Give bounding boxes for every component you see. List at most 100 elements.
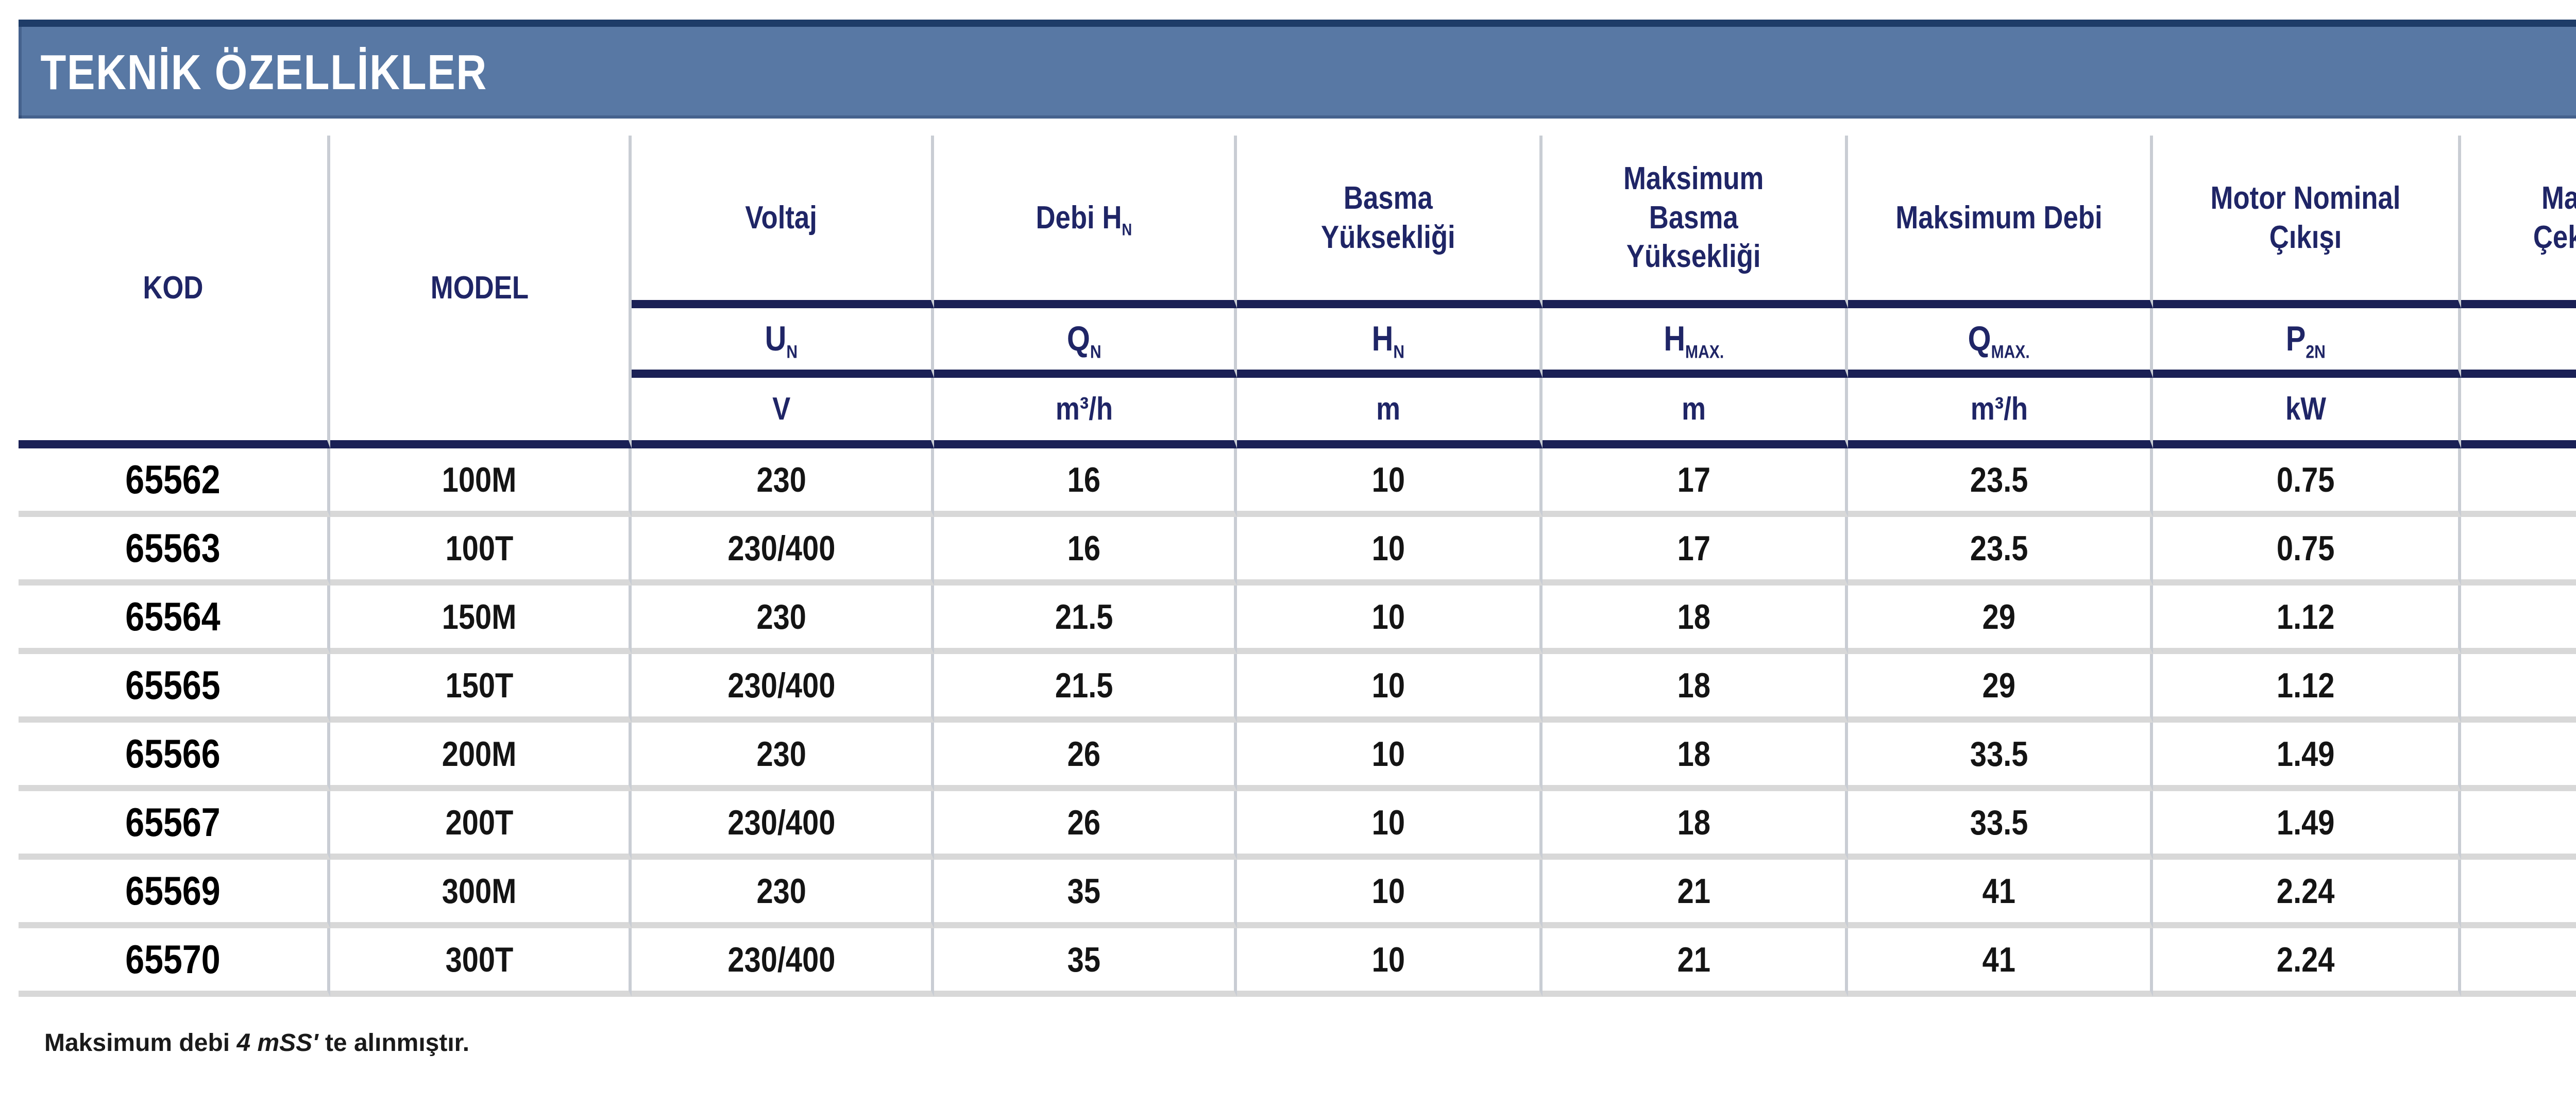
data-cell: 230: [632, 586, 934, 654]
data-cell-kod: 65567: [19, 791, 330, 860]
unit-m: m: [1237, 378, 1543, 448]
unit-kw: kW: [2153, 378, 2461, 448]
data-cell: 21.5: [934, 654, 1237, 723]
data-cell: 230/400: [632, 654, 934, 723]
data-cell: 10: [1237, 860, 1543, 928]
data-cell: 10: [1237, 928, 1543, 997]
data-cell: 10: [1237, 448, 1543, 517]
data-cell: 41: [1848, 928, 2153, 997]
symbol-qmax: QMAX.: [1848, 308, 2153, 378]
data-cell-model: 300M: [330, 860, 632, 928]
col-header-maksimum-debi: Maksimum Debi: [1848, 136, 2153, 308]
table-body: 65562 100M 230 16 10 17 23.5 0.75 0.98 D…: [19, 448, 2576, 997]
unit-m3h: m³/h: [1848, 378, 2153, 448]
footnote: Maksimum debi 4 mSS' te alınmıştır.: [44, 1029, 469, 1057]
col-header-basma-yuksekligi: Basma Yüksekliği: [1237, 136, 1543, 308]
data-cell: 21.5: [934, 586, 1237, 654]
data-cell: 35: [934, 928, 1237, 997]
data-cell: 1.49: [2153, 723, 2461, 791]
data-cell: 17: [1543, 517, 1848, 586]
data-cell: 1.49: [2153, 791, 2461, 860]
data-cell: 230: [632, 723, 934, 791]
data-cell: 10: [1237, 791, 1543, 860]
data-cell: 0.75: [2153, 517, 2461, 586]
data-cell: 2.24: [2153, 928, 2461, 997]
data-cell: 18: [1543, 723, 1848, 791]
data-cell: 230/400: [632, 517, 934, 586]
data-cell: 29: [1848, 654, 2153, 723]
data-cell: 21: [1543, 928, 1848, 997]
data-cell: 23.5: [1848, 517, 2153, 586]
data-cell: 1.40: [2461, 586, 2576, 654]
table-header: KOD MODEL Voltaj Debi HN Basma Yüksekliğ…: [19, 136, 2576, 448]
footnote-italic: 4 mSS': [236, 1029, 325, 1057]
data-cell: 1.80: [2461, 791, 2576, 860]
data-cell-model: 200T: [330, 791, 632, 860]
data-cell: 1.12: [2153, 586, 2461, 654]
data-cell: 29: [1848, 586, 2153, 654]
data-cell: 10: [1237, 654, 1543, 723]
data-cell-kod: 65564: [19, 586, 330, 654]
data-cell: 26: [934, 723, 1237, 791]
data-cell-kod: 65565: [19, 654, 330, 723]
data-cell: 33.5: [1848, 791, 2153, 860]
col-header-maksimum-basma-yuksekligi: Maksimum Basma Yüksekliği: [1543, 136, 1848, 308]
data-cell: 230: [632, 448, 934, 517]
data-cell: 0.75: [2153, 448, 2461, 517]
section-title-bar: TEKNİK ÖZELLİKLER: [19, 20, 2576, 119]
unit-m: m: [1543, 378, 1848, 448]
unit-m3h: m³/h: [934, 378, 1237, 448]
symbol-p1max: P1MAX: [2461, 308, 2576, 378]
data-cell-kod: 65566: [19, 723, 330, 791]
data-cell: 21: [1543, 860, 1848, 928]
data-cell-kod: 65569: [19, 860, 330, 928]
symbol-hmax: HMAX.: [1543, 308, 1848, 378]
data-cell-model: 100M: [330, 448, 632, 517]
data-cell: 10: [1237, 586, 1543, 654]
data-cell: 1.40: [2461, 654, 2576, 723]
data-cell: 33.5: [1848, 723, 2153, 791]
data-cell: 10: [1237, 517, 1543, 586]
col-header-voltaj: Voltaj: [632, 136, 934, 308]
data-cell-model: 300T: [330, 928, 632, 997]
symbol-qn: QN: [934, 308, 1237, 378]
data-cell: 10: [1237, 723, 1543, 791]
data-cell-model: 150M: [330, 586, 632, 654]
symbol-hn: HN: [1237, 308, 1543, 378]
data-cell-model: 150T: [330, 654, 632, 723]
col-header-model: MODEL: [330, 136, 632, 448]
data-cell: 230/400: [632, 928, 934, 997]
data-cell: 16: [934, 448, 1237, 517]
symbol-p2n: P2N: [2153, 308, 2461, 378]
data-cell-model: 100T: [330, 517, 632, 586]
col-header-kod: KOD: [19, 136, 330, 448]
col-header-maksimum-cekilen-guc: Maksimum Çekilen Güç: [2461, 136, 2576, 308]
data-cell: 230: [632, 860, 934, 928]
data-cell-kod: 65570: [19, 928, 330, 997]
data-cell-model: 200M: [330, 723, 632, 791]
footnote-suffix: te alınmıştır.: [325, 1029, 470, 1057]
data-cell-kod: 65562: [19, 448, 330, 517]
unit-v: V: [632, 378, 934, 448]
symbol-un: UN: [632, 308, 934, 378]
data-cell: 2.24: [2153, 860, 2461, 928]
spec-table: KOD MODEL Voltaj Debi HN Basma Yüksekliğ…: [19, 136, 2576, 997]
data-cell: 18: [1543, 586, 1848, 654]
data-cell: 1.02: [2461, 517, 2576, 586]
data-cell: 26: [934, 791, 1237, 860]
data-cell: 41: [1848, 860, 2153, 928]
data-cell-kod: 65563: [19, 517, 330, 586]
data-cell: 2.59: [2461, 860, 2576, 928]
col-header-debi: Debi HN: [934, 136, 1237, 308]
unit-kw: kW: [2461, 378, 2576, 448]
data-cell: 16: [934, 517, 1237, 586]
footnote-prefix: Maksimum debi: [44, 1029, 237, 1057]
data-cell: 0.98: [2461, 448, 2576, 517]
data-cell: 1.12: [2153, 654, 2461, 723]
data-cell: 1.80: [2461, 723, 2576, 791]
data-cell: 230/400: [632, 791, 934, 860]
data-cell: 17: [1543, 448, 1848, 517]
page-title: TEKNİK ÖZELLİKLER: [40, 45, 488, 100]
data-cell: 23.5: [1848, 448, 2153, 517]
col-header-motor-nominal-cikisi: Motor Nominal Çıkışı: [2153, 136, 2461, 308]
